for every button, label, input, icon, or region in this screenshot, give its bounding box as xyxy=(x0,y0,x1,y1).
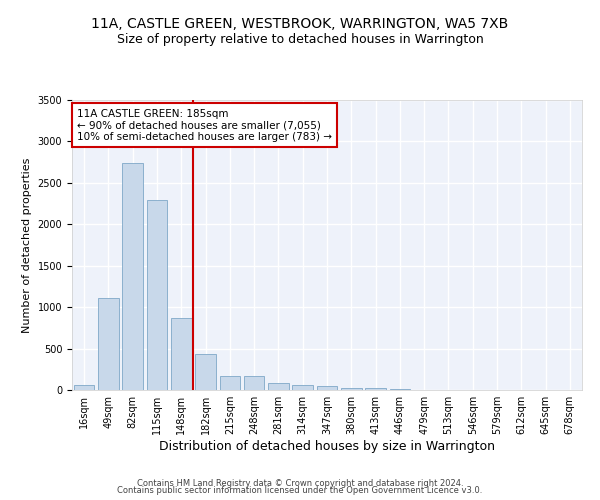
Bar xyxy=(244,376,265,390)
Bar xyxy=(171,318,191,390)
Text: Size of property relative to detached houses in Warrington: Size of property relative to detached ho… xyxy=(116,32,484,46)
Text: Contains public sector information licensed under the Open Government Licence v3: Contains public sector information licen… xyxy=(118,486,482,495)
Bar xyxy=(98,298,119,390)
Text: Contains HM Land Registry data © Crown copyright and database right 2024.: Contains HM Land Registry data © Crown c… xyxy=(137,478,463,488)
Bar xyxy=(365,388,386,390)
Bar xyxy=(220,376,240,390)
Bar xyxy=(317,386,337,390)
Bar xyxy=(389,389,410,390)
Bar xyxy=(341,388,362,390)
Bar xyxy=(122,163,143,390)
Text: 11A, CASTLE GREEN, WESTBROOK, WARRINGTON, WA5 7XB: 11A, CASTLE GREEN, WESTBROOK, WARRINGTON… xyxy=(91,18,509,32)
Bar xyxy=(292,385,313,390)
Text: 11A CASTLE GREEN: 185sqm
← 90% of detached houses are smaller (7,055)
10% of sem: 11A CASTLE GREEN: 185sqm ← 90% of detach… xyxy=(77,108,332,142)
Y-axis label: Number of detached properties: Number of detached properties xyxy=(22,158,32,332)
X-axis label: Distribution of detached houses by size in Warrington: Distribution of detached houses by size … xyxy=(159,440,495,453)
Bar xyxy=(74,386,94,390)
Bar xyxy=(195,354,216,390)
Bar xyxy=(268,382,289,390)
Bar xyxy=(146,200,167,390)
